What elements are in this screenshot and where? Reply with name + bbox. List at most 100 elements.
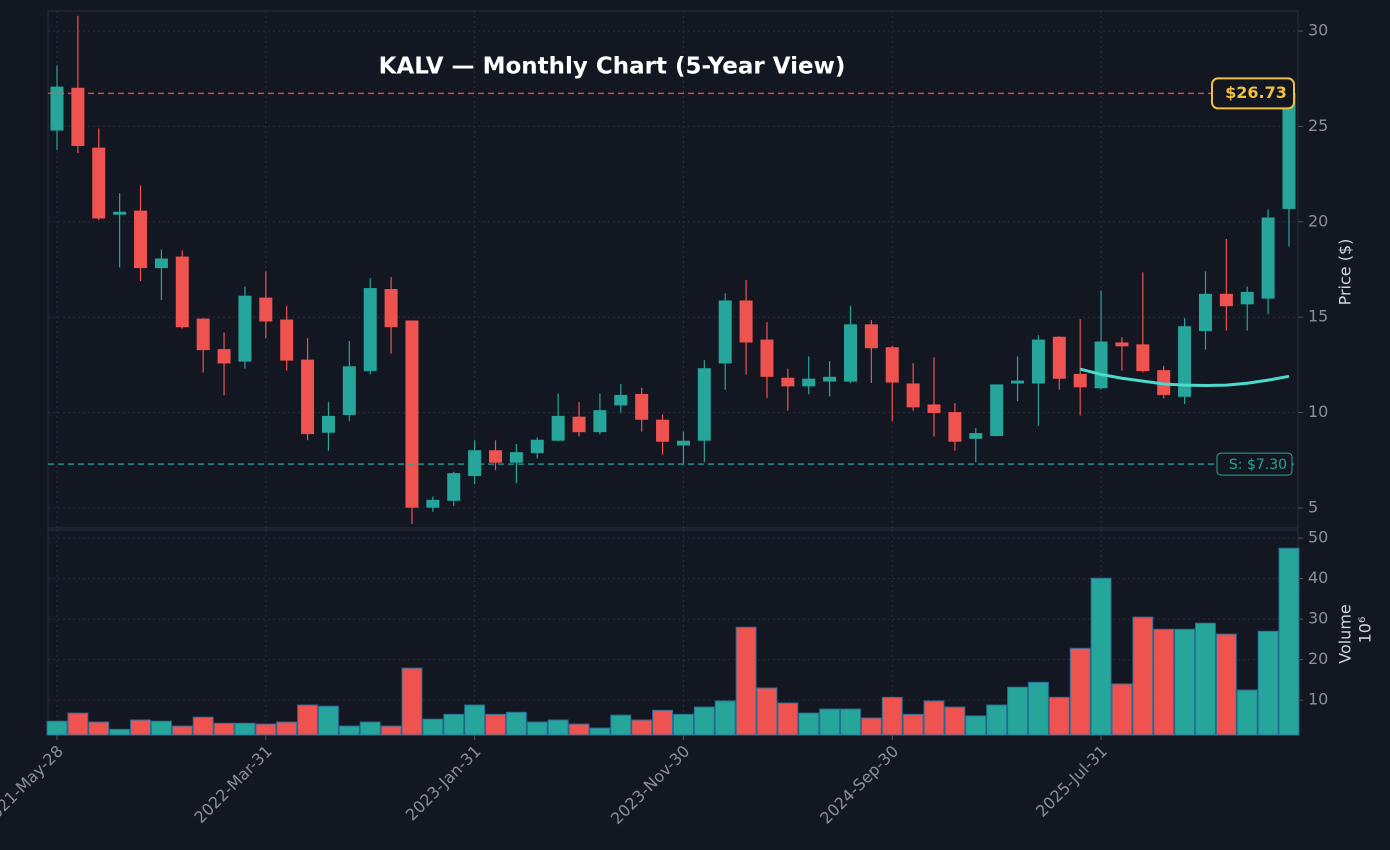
candle-body	[635, 393, 649, 420]
candle-body	[113, 211, 127, 215]
resistance-label-box	[1211, 77, 1295, 110]
candle-body	[1261, 217, 1275, 299]
candle-body	[948, 412, 962, 442]
candle-body	[1240, 291, 1254, 305]
candle-body	[760, 339, 774, 377]
volume-bar	[1090, 577, 1112, 736]
volume-bar	[631, 719, 653, 736]
candle-body	[196, 318, 210, 351]
volume-bar	[923, 700, 945, 736]
volume-bar	[714, 700, 736, 736]
volume-bar	[234, 722, 256, 736]
resistance-label: $26.73	[1225, 83, 1287, 102]
y2-tick-label: 40	[1308, 568, 1328, 587]
x-tick-label: 2025-Jul-31	[1032, 742, 1111, 821]
volume-bar	[944, 706, 966, 736]
y-tick-label: 30	[1308, 21, 1328, 40]
volume-bar	[318, 705, 339, 736]
y-tick-label: 15	[1308, 307, 1328, 326]
volume-bar	[526, 721, 548, 736]
candle-body	[697, 368, 711, 441]
volume-bar	[380, 725, 402, 736]
volume-bar	[505, 711, 527, 736]
candle-body	[781, 377, 795, 387]
volume-bar	[860, 717, 882, 736]
volume-bar	[1132, 616, 1154, 736]
x-tick-label: 2021-May-28	[0, 742, 67, 830]
candle-body	[384, 289, 398, 328]
x-tick-label: 2022-Mar-31	[190, 742, 275, 827]
candle-body	[259, 297, 273, 322]
volume-bar	[1027, 681, 1049, 736]
y2-tick-label: 20	[1308, 649, 1328, 668]
candle-body	[572, 416, 586, 433]
volume-bar	[192, 716, 214, 736]
volume-bar	[1153, 628, 1175, 736]
candle-body	[990, 384, 1004, 436]
marks	[46, 15, 1300, 736]
volume-bar	[589, 727, 611, 736]
candle-body	[1136, 344, 1150, 372]
candle-body	[885, 347, 899, 383]
candle-body	[1094, 341, 1108, 389]
candle-body	[50, 86, 64, 131]
candle-body	[906, 383, 920, 408]
candle-body	[656, 419, 670, 442]
volume-bar	[735, 626, 757, 736]
volume-bar	[276, 721, 298, 736]
candle-body	[802, 378, 816, 387]
volume-bar	[338, 725, 360, 736]
trend-line	[1079, 367, 1290, 387]
volume-bar	[652, 709, 674, 736]
volume-bar	[171, 725, 193, 736]
volume-bar	[443, 713, 465, 736]
support-label-box	[1216, 452, 1293, 476]
volume-bar	[986, 704, 1008, 736]
y-axis-label: Price ($)	[1336, 239, 1355, 306]
y2-tick-label: 50	[1308, 528, 1328, 547]
volume-bar	[798, 712, 820, 736]
volume-bar	[1048, 696, 1070, 736]
candle-body	[1031, 339, 1045, 384]
candle-body	[614, 394, 628, 406]
candle-body	[1011, 380, 1025, 384]
candle-body	[1073, 373, 1087, 388]
candle-body	[1219, 293, 1233, 307]
candle-body	[927, 404, 941, 414]
y2-scale-label: 10⁶	[1356, 617, 1375, 644]
candle-body	[509, 452, 523, 463]
volume-bar	[547, 719, 569, 736]
volume-bar	[1236, 689, 1258, 736]
volume-bar	[902, 713, 924, 736]
candle-body	[593, 410, 607, 433]
candle-body	[530, 439, 544, 454]
volume-bar	[568, 723, 590, 736]
volume-bar	[693, 706, 715, 736]
volume-bar	[109, 728, 131, 736]
candle-body	[405, 320, 419, 508]
y2-axis-label: Volume	[1336, 604, 1355, 664]
volume-bar	[255, 723, 277, 736]
volume-bar	[359, 721, 381, 736]
candle-body	[1115, 342, 1129, 347]
candle-body	[1178, 326, 1192, 397]
volume-bar	[422, 718, 444, 736]
volume-bar	[1215, 633, 1237, 736]
candle-body	[71, 87, 85, 146]
candle-body	[823, 376, 837, 382]
y-tick-label: 20	[1308, 211, 1328, 230]
volume-bar	[881, 696, 903, 736]
volume-bar	[1069, 647, 1091, 736]
volume-bar	[965, 715, 987, 736]
candle-body	[843, 324, 857, 382]
candle-body	[342, 366, 356, 415]
volume-bar	[777, 702, 799, 736]
candle-body	[217, 349, 231, 364]
candle-body	[301, 359, 315, 435]
candle-body	[154, 258, 168, 269]
y-tick-label: 5	[1308, 497, 1318, 516]
volume-bar	[297, 704, 319, 736]
candle-body	[321, 415, 335, 433]
volume-bar	[213, 722, 235, 736]
volume-bar	[150, 720, 172, 736]
